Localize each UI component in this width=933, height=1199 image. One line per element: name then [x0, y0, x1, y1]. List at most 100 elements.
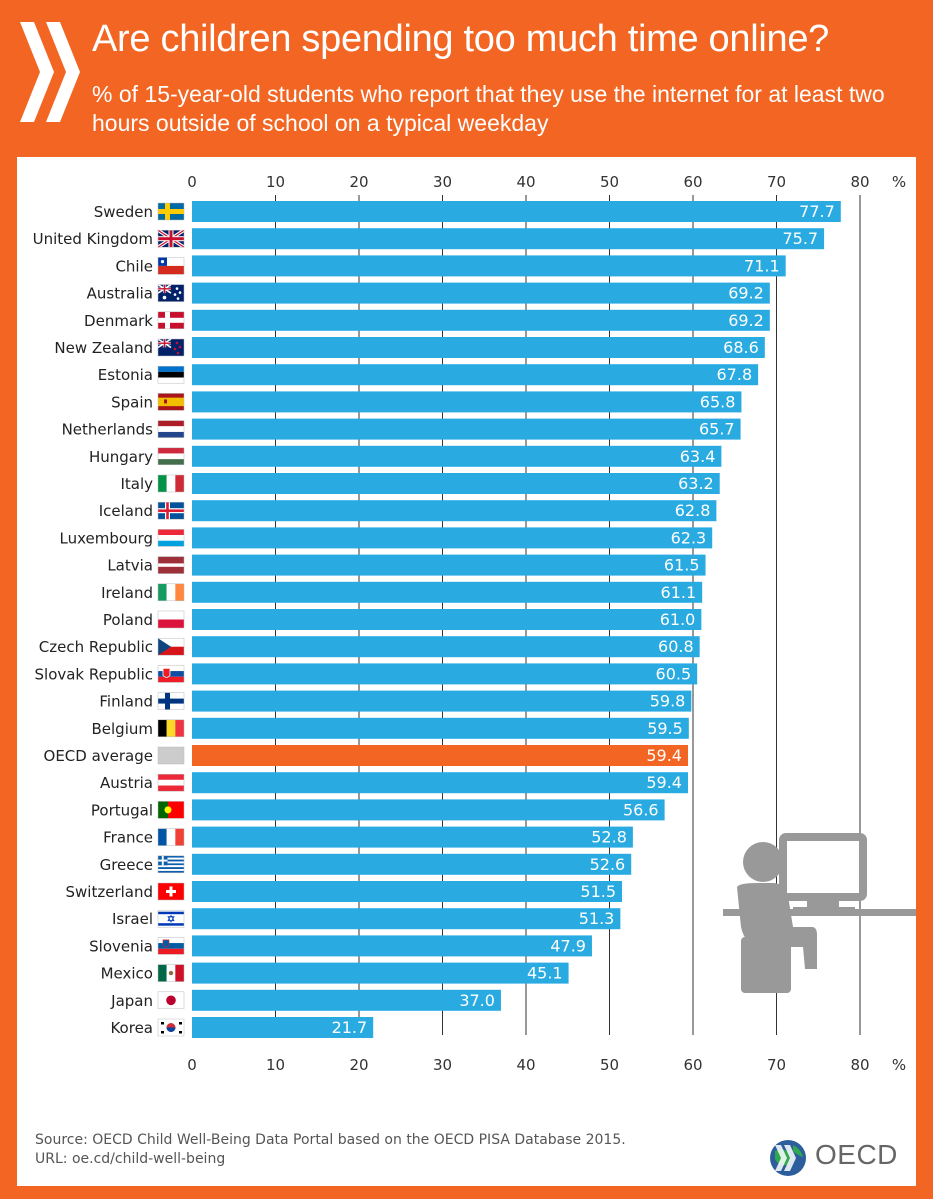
oecd-globe-icon — [157, 746, 185, 765]
iceland-flag-icon — [157, 501, 185, 520]
x-tick-label-bottom: 10 — [266, 1056, 285, 1074]
israel-flag-icon — [157, 909, 185, 928]
bar-france — [192, 826, 633, 848]
bar-australia — [192, 282, 770, 304]
value-label-israel: 51.3 — [579, 909, 615, 928]
page-subtitle: % of 15-year-old students who report tha… — [92, 81, 885, 136]
value-label-japan: 37.0 — [459, 991, 495, 1010]
bar-finland — [192, 690, 692, 712]
x-tick-label-bottom: 80 — [850, 1056, 869, 1074]
category-label-finland: Finland — [99, 693, 153, 711]
bar-netherlands — [192, 418, 741, 440]
value-label-ireland: 61.1 — [661, 583, 697, 602]
value-label-italy: 63.2 — [678, 474, 714, 493]
bar-spain — [192, 391, 742, 413]
value-label-mexico: 45.1 — [527, 964, 563, 983]
x-tick-label-bottom: 0 — [187, 1056, 197, 1074]
italy-flag-icon — [157, 474, 185, 493]
bar-slovak-republic — [192, 663, 698, 685]
spain-flag-icon — [157, 393, 185, 411]
bar-sweden — [192, 201, 841, 222]
new-zealand-flag-icon — [157, 338, 185, 357]
sweden-flag-icon — [157, 202, 185, 221]
bar-denmark — [192, 309, 770, 331]
ireland-flag-icon — [157, 583, 185, 602]
finland-flag-icon — [157, 692, 185, 710]
category-label-denmark: Denmark — [84, 312, 153, 330]
x-tick-label-bottom: 70 — [767, 1056, 786, 1074]
value-label-oecd-average: 59.4 — [646, 746, 682, 765]
source-note: Source: OECD Child Well-Being Data Porta… — [35, 1131, 626, 1169]
category-label-new-zealand: New Zealand — [54, 339, 153, 357]
france-flag-icon — [157, 828, 185, 846]
value-label-new-zealand: 68.6 — [723, 338, 759, 357]
category-label-austria: Austria — [100, 774, 153, 792]
category-label-czech-republic: Czech Republic — [39, 638, 153, 656]
x-tick-label-top: 40 — [516, 173, 535, 191]
category-label-sweden: Sweden — [94, 203, 153, 221]
latvia-flag-icon — [157, 556, 185, 574]
japan-flag-icon — [157, 991, 185, 1010]
value-label-austria: 59.4 — [646, 773, 682, 792]
category-label-belgium: Belgium — [92, 720, 154, 738]
portugal-flag-icon — [157, 801, 185, 819]
bar-italy — [192, 473, 720, 494]
chile-flag-icon — [157, 257, 185, 275]
x-tick-label-top: 60 — [683, 173, 702, 191]
category-label-australia: Australia — [87, 285, 153, 303]
austria-flag-icon — [157, 773, 185, 792]
value-label-australia: 69.2 — [728, 284, 764, 303]
switzerland-flag-icon — [157, 882, 185, 901]
australia-flag-icon — [157, 283, 185, 302]
luxembourg-flag-icon — [157, 529, 185, 547]
czech-republic-flag-icon — [157, 637, 185, 656]
category-label-israel: Israel — [112, 910, 153, 928]
bar-korea — [192, 1017, 374, 1038]
greece-flag-icon — [157, 855, 185, 874]
bar-belgium — [192, 717, 689, 739]
value-label-denmark: 69.2 — [728, 311, 764, 330]
x-tick-label-bottom: 60 — [683, 1056, 702, 1074]
x-tick-label-top: 20 — [349, 173, 368, 191]
category-label-portugal: Portugal — [91, 801, 153, 819]
category-label-slovenia: Slovenia — [89, 937, 153, 955]
bar-switzerland — [192, 881, 623, 902]
value-label-luxembourg: 62.3 — [671, 528, 707, 547]
value-label-korea: 21.7 — [332, 1018, 368, 1037]
x-tick-label-top: 80 — [850, 173, 869, 191]
slovenia-flag-icon — [157, 937, 185, 955]
source-url[interactable]: URL: oe.cd/child-well-being — [35, 1151, 226, 1167]
bar-estonia — [192, 364, 759, 386]
korea-flag-icon — [157, 1018, 185, 1037]
bar-poland — [192, 609, 702, 630]
bar-chart: 0 0 10 10 20 20 30 30 40 40 50 50 60 60 70 70 80 80%% 77.7… — [33, 173, 916, 1074]
slovak-republic-flag-icon — [157, 665, 185, 683]
value-label-netherlands: 65.7 — [699, 420, 735, 439]
bar-czech-republic — [192, 636, 700, 658]
oecd-logo-text: OECD — [815, 1139, 898, 1170]
value-label-slovenia: 47.9 — [550, 936, 586, 955]
page-title: Are children spending too much time onli… — [92, 18, 829, 60]
category-label-ireland: Ireland — [101, 584, 153, 602]
category-label-luxembourg: Luxembourg — [60, 529, 154, 547]
category-label-chile: Chile — [115, 257, 153, 275]
bar-new-zealand — [192, 337, 765, 358]
category-label-mexico: Mexico — [101, 965, 153, 983]
bar-iceland — [192, 500, 717, 522]
x-tick-label-top: 50 — [600, 173, 619, 191]
value-label-belgium: 59.5 — [647, 719, 683, 738]
category-label-hungary: Hungary — [89, 448, 153, 466]
category-label-switzerland: Switzerland — [66, 883, 154, 901]
oecd-globe-logo-icon — [770, 1140, 806, 1176]
chart-panel: 0 0 10 10 20 20 30 30 40 40 50 50 60 60 70 70 80 80%% 77.7… — [17, 157, 916, 1186]
x-tick-label-top: 0 — [187, 173, 197, 191]
value-label-iceland: 62.8 — [675, 501, 711, 520]
source-text: Source: OECD Child Well-Being Data Porta… — [35, 1132, 626, 1148]
category-label-greece: Greece — [100, 856, 153, 874]
bar-portugal — [192, 799, 665, 821]
header: Are children spending too much time onli… — [0, 0, 933, 150]
category-label-slovak-republic: Slovak Republic — [35, 665, 154, 683]
value-label-switzerland: 51.5 — [580, 882, 616, 901]
bar-ireland — [192, 581, 703, 603]
category-label-latvia: Latvia — [107, 557, 153, 575]
